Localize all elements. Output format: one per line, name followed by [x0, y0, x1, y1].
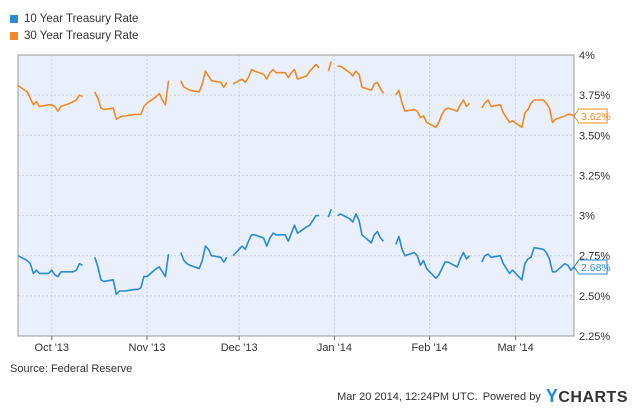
- last-value-label-30y: 3.62%: [581, 111, 611, 123]
- y-tick-label: 3%: [579, 211, 595, 223]
- last-value-label-10y: 2.68%: [581, 262, 611, 274]
- y-tick-label: 2.50%: [579, 291, 610, 303]
- series-line-10y: [232, 214, 319, 257]
- last-value-badge-10y: [573, 259, 608, 275]
- series-line-10y: [481, 246, 575, 281]
- series-line-30y: [481, 99, 575, 129]
- plot-area: [18, 55, 574, 336]
- ycharts-logo-y: Y: [545, 386, 559, 406]
- series-line-10y: [395, 235, 471, 279]
- y-tick-label: 3.50%: [579, 130, 610, 142]
- plot-border: [17, 54, 575, 337]
- series-line-10y: [17, 254, 83, 278]
- series-line-30y: [94, 80, 170, 120]
- legend-label-30y: 30 Year Treasury Rate: [24, 29, 139, 42]
- series-line-30y: [337, 65, 385, 94]
- legend-item-30y[interactable]: 30 Year Treasury Rate: [10, 27, 138, 44]
- footer-powered-by: Powered by: [482, 390, 541, 403]
- series-line-10y: [337, 213, 385, 244]
- last-value-badge-30y: [573, 108, 608, 124]
- legend-item-10y[interactable]: 10 Year Treasury Rate: [10, 10, 138, 27]
- x-tick-label: Mar '14: [497, 342, 533, 354]
- y-tick-label: 3.75%: [579, 90, 610, 102]
- y-tick-label: 3.25%: [579, 170, 610, 182]
- ycharts-logo-text: CHARTS: [558, 389, 628, 406]
- x-tick-label: Jan '14: [317, 342, 352, 354]
- series-line-30y: [395, 89, 471, 129]
- series-line-30y: [180, 70, 228, 93]
- x-tick-label: Oct '13: [35, 342, 70, 354]
- x-tick-label: Nov '13: [129, 342, 166, 354]
- footer: Mar 20 2014, 12:24PM UTC. Powered by YCH…: [337, 386, 628, 407]
- series-line-10y: [327, 208, 333, 218]
- x-tick-label: Dec '13: [221, 342, 258, 354]
- legend-label-10y: 10 Year Treasury Rate: [24, 12, 139, 25]
- x-tick-label: Feb '14: [411, 342, 447, 354]
- y-tick-label: 4%: [579, 50, 595, 62]
- series-line-30y: [327, 61, 333, 72]
- series-line-10y: [94, 253, 170, 296]
- source-note: Source: Federal Reserve: [10, 363, 133, 375]
- legend-swatch-10y: [10, 14, 18, 23]
- legend: 10 Year Treasury Rate 30 Year Treasury R…: [10, 10, 138, 44]
- ycharts-logo[interactable]: YCHARTS: [546, 386, 628, 407]
- series-line-30y: [17, 84, 83, 112]
- y-tick-label: 2.25%: [579, 331, 610, 343]
- legend-swatch-30y: [10, 31, 18, 40]
- footer-timestamp: Mar 20 2014, 12:24PM UTC.: [337, 390, 478, 403]
- series-line-10y: [180, 245, 228, 270]
- series-line-30y: [232, 63, 320, 85]
